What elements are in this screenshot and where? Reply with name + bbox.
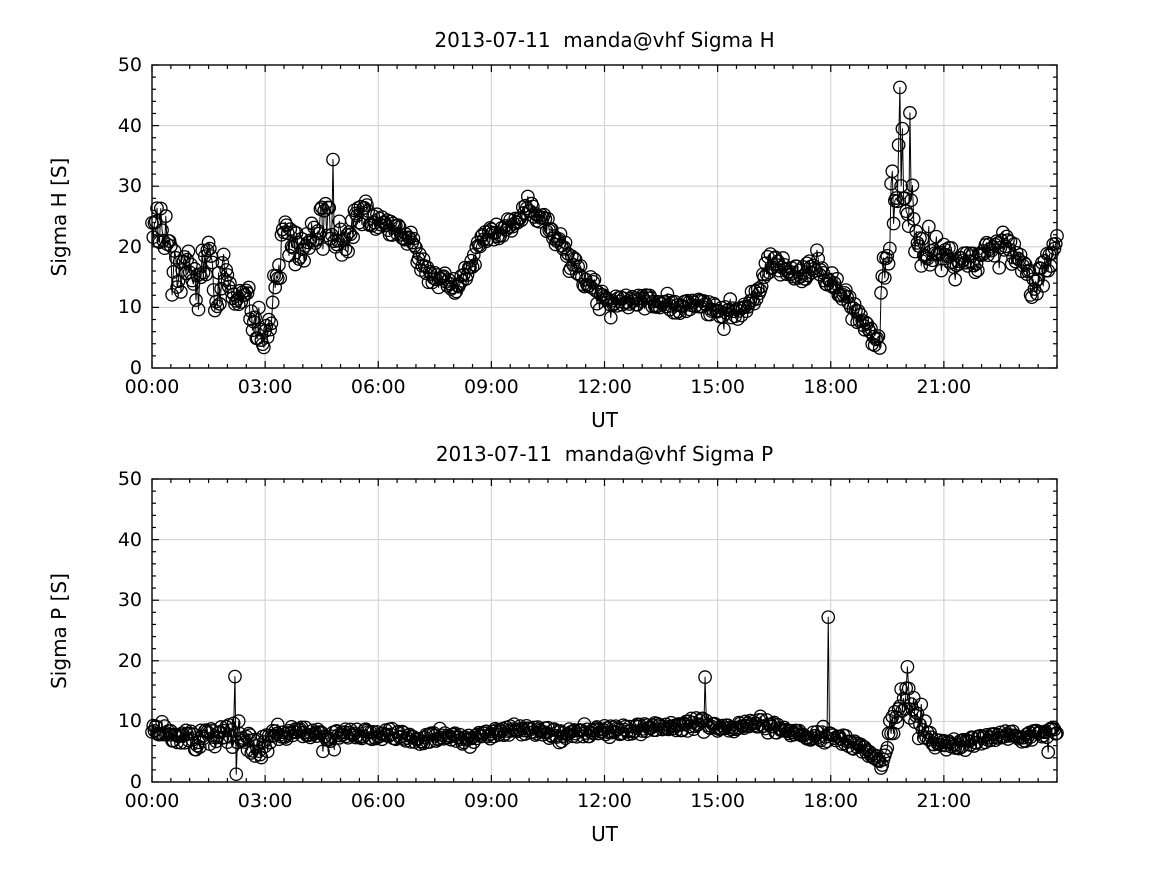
x-tick-label: 00:00 bbox=[124, 790, 180, 812]
x-tick-label: 15:00 bbox=[690, 790, 746, 812]
x-tick-label: 09:00 bbox=[463, 790, 519, 812]
plot-area-sigma-p bbox=[145, 478, 1064, 783]
y-tick-label: 20 bbox=[117, 235, 142, 258]
plot-title-sigma-h: 2013-07-11 manda@vhf Sigma H bbox=[434, 28, 775, 52]
y-axis-label-sigma-h: Sigma H [S] bbox=[47, 157, 71, 276]
x-tick-label: 12:00 bbox=[577, 790, 632, 812]
x-tick-label: 09:00 bbox=[463, 376, 519, 398]
x-tick-label: 18:00 bbox=[803, 376, 859, 398]
x-tick-label: 12:00 bbox=[577, 376, 632, 398]
y-tick-label: 50 bbox=[117, 468, 142, 490]
y-tick-label: 10 bbox=[117, 296, 142, 319]
x-tick-label: 21:00 bbox=[916, 376, 972, 398]
x-tick-label: 06:00 bbox=[350, 790, 406, 812]
x-tick-label: 18:00 bbox=[803, 790, 859, 812]
plot-area-sigma-h bbox=[145, 64, 1064, 369]
x-axis-label-sigma-p: UT bbox=[591, 822, 618, 846]
x-tick-label: 00:00 bbox=[124, 376, 180, 398]
plot-title-sigma-p: 2013-07-11 manda@vhf Sigma P bbox=[435, 442, 774, 466]
y-tick-label: 0 bbox=[129, 771, 142, 793]
x-tick-label: 15:00 bbox=[690, 376, 746, 398]
y-tick-label: 0 bbox=[129, 357, 142, 379]
y-tick-label: 50 bbox=[117, 54, 142, 76]
x-tick-label: 21:00 bbox=[916, 790, 972, 812]
data-markers-sigma-p bbox=[145, 610, 1064, 782]
y-tick-label: 40 bbox=[117, 114, 142, 137]
y-axis-label-sigma-p: Sigma P [S] bbox=[47, 572, 71, 689]
y-tick-label: 40 bbox=[117, 528, 142, 551]
plot-panel-sigma-h: 2013-07-11 manda@vhf Sigma H 0 10 20 30 40 50… bbox=[0, 0, 1167, 437]
y-tick-label: 20 bbox=[117, 649, 142, 672]
plot-panel-sigma-p: 2013-07-11 manda@vhf Sigma P 0 10 20 30 40 50… bbox=[0, 414, 1167, 875]
y-tick-label: 10 bbox=[117, 710, 142, 733]
x-tick-label: 06:00 bbox=[350, 376, 406, 398]
y-tick-label: 30 bbox=[117, 175, 142, 198]
x-tick-label: 03:00 bbox=[237, 376, 293, 398]
x-tick-label: 03:00 bbox=[237, 790, 293, 812]
x-axis-label-sigma-h: UT bbox=[591, 408, 618, 432]
data-markers-sigma-h bbox=[145, 80, 1064, 355]
y-tick-label: 30 bbox=[117, 589, 142, 612]
